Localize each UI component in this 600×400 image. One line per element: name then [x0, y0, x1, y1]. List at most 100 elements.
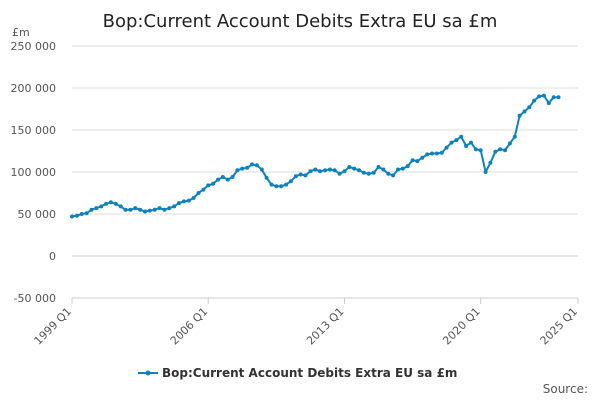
data-point — [225, 177, 230, 182]
data-point — [357, 168, 362, 173]
data-point — [507, 141, 512, 146]
data-point — [381, 167, 386, 172]
data-point — [206, 183, 211, 188]
legend-point-symbol — [145, 370, 151, 376]
data-point — [464, 144, 469, 148]
data-point — [293, 174, 298, 179]
data-point — [396, 167, 400, 172]
y-tick-label: 0 — [49, 250, 56, 263]
data-point — [181, 199, 186, 204]
data-point — [235, 168, 240, 173]
data-point — [186, 198, 191, 203]
data-point — [498, 147, 503, 152]
data-point — [94, 206, 99, 211]
data-point — [512, 134, 517, 139]
series-line-group — [70, 93, 561, 219]
data-point — [269, 182, 274, 187]
data-point — [152, 207, 157, 212]
data-point — [177, 201, 181, 206]
data-point — [449, 140, 454, 145]
x-tick-label: 2025 Q1 — [538, 305, 581, 348]
data-point — [79, 212, 84, 216]
y-tick-label: -50 000 — [14, 292, 56, 305]
y-axis-unit-label: £m — [12, 26, 30, 39]
x-axis: 1999 Q1 2006 Q1 2013 Q1 2020 Q1 2025 Q1 — [32, 297, 581, 348]
data-point — [376, 165, 381, 169]
data-point — [303, 173, 308, 178]
data-point — [527, 105, 532, 110]
data-point — [220, 175, 225, 179]
data-point — [123, 207, 128, 212]
data-point — [143, 209, 147, 214]
data-point — [118, 204, 123, 209]
data-point — [551, 95, 556, 100]
y-tick-label: 50 000 — [18, 208, 57, 221]
x-tick-label: 2013 Q1 — [304, 305, 347, 348]
data-point — [405, 164, 410, 169]
y-axis: -50 000 0 50 000 100 000 150 000 200 000 250 0… — [11, 40, 57, 305]
data-point — [517, 113, 522, 118]
data-point — [503, 148, 507, 153]
data-point — [313, 167, 318, 172]
data-point — [352, 166, 357, 171]
data-point — [425, 152, 430, 157]
data-point — [318, 169, 323, 174]
x-tick-label: 2006 Q1 — [168, 305, 211, 348]
data-point — [410, 158, 415, 163]
data-point — [138, 207, 143, 212]
data-point — [245, 165, 250, 170]
data-point — [371, 170, 376, 175]
data-point — [439, 150, 444, 155]
data-point — [254, 163, 259, 168]
data-point — [104, 201, 109, 206]
data-point — [478, 148, 483, 153]
data-point — [454, 138, 459, 143]
data-point — [493, 149, 498, 154]
data-point — [298, 172, 303, 177]
source-label: Source: — [543, 382, 588, 396]
y-tick-label: 250 000 — [11, 40, 57, 53]
data-point — [488, 160, 493, 165]
y-tick-label: 150 000 — [11, 124, 57, 137]
data-point — [196, 191, 201, 195]
data-point — [541, 93, 546, 98]
data-point — [430, 151, 434, 156]
data-point — [473, 147, 478, 152]
x-tick-label: 1999 Q1 — [32, 305, 75, 348]
chart-title: Bop:Current Account Debits Extra EU sa £… — [103, 11, 498, 32]
data-point — [420, 155, 425, 160]
data-point — [113, 201, 118, 206]
data-point — [259, 167, 264, 172]
data-point — [347, 165, 352, 169]
data-point — [366, 171, 371, 176]
series-line — [71, 94, 559, 218]
legend-label: Bop:Current Account Debits Extra EU sa £… — [162, 366, 457, 380]
data-point — [274, 184, 279, 189]
data-point — [89, 207, 94, 212]
data-point — [250, 162, 254, 167]
data-point — [240, 166, 245, 171]
data-point — [284, 182, 289, 187]
data-point — [147, 208, 152, 213]
data-point — [483, 170, 488, 174]
data-point — [288, 179, 293, 184]
data-point — [434, 151, 439, 156]
data-point — [342, 169, 347, 174]
data-point — [386, 171, 391, 176]
data-point — [211, 181, 216, 186]
y-tick-label: 100 000 — [11, 166, 57, 179]
data-point — [400, 166, 405, 171]
data-point — [216, 177, 220, 182]
data-point — [546, 101, 551, 106]
data-point — [556, 95, 561, 100]
data-point — [70, 214, 74, 219]
data-point — [537, 94, 542, 99]
data-point — [444, 145, 449, 150]
data-point — [162, 207, 167, 212]
data-point — [415, 159, 420, 164]
data-point — [459, 134, 464, 139]
data-point — [191, 196, 196, 200]
data-point — [264, 175, 269, 180]
